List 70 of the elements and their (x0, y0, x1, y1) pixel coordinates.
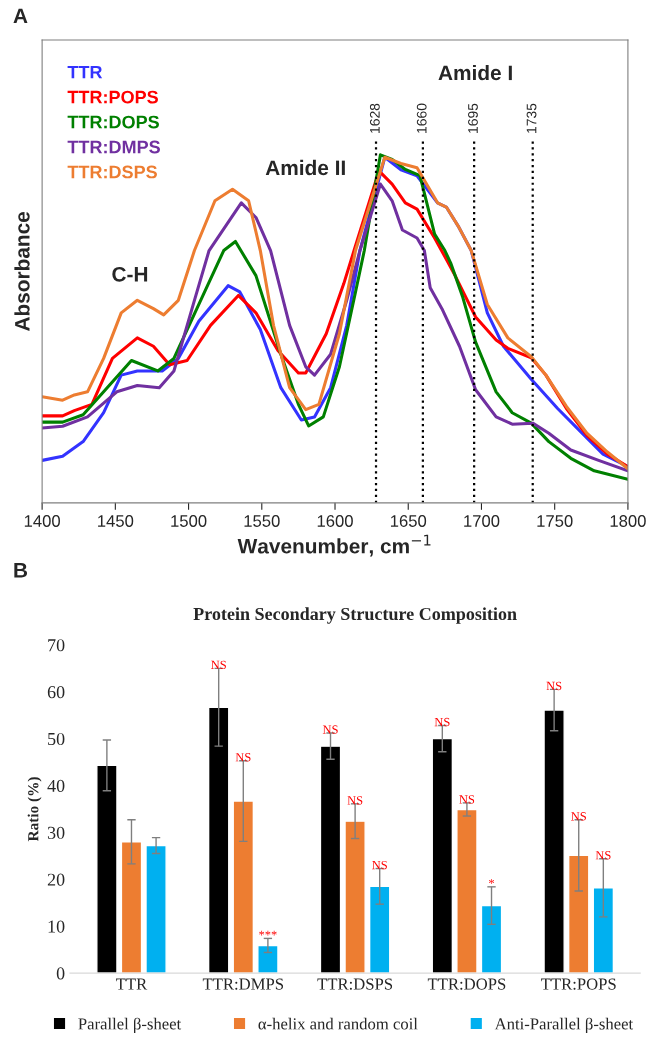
y-tick-label: 10 (48, 920, 65, 933)
data-label: NS (571, 812, 586, 821)
x-tick-label: TTR (116, 978, 148, 990)
y-tick-label: 30 (47, 826, 65, 839)
bar (456, 808, 478, 974)
legend-label: α-helix and random coil (258, 1017, 418, 1030)
y-tick-label: 70 (48, 639, 65, 652)
text: TTR:DOPS (67, 115, 159, 129)
y-tick-label: 40 (47, 779, 65, 792)
bar (592, 887, 615, 974)
x-tick-label: 1800 (610, 515, 646, 527)
bar (145, 844, 167, 974)
text: TTR:POPS (67, 90, 158, 104)
data-label: NS (372, 860, 387, 870)
bar (567, 854, 590, 974)
legend-label: Anti-Parallel β-sheet (494, 1017, 634, 1033)
x-tick-label: 1650 (390, 515, 427, 527)
ref-line-label: 1695 (468, 103, 478, 133)
bar (431, 737, 454, 974)
data-label: *** (259, 930, 277, 936)
y-tick-label: 0 (56, 967, 65, 980)
bar (344, 820, 366, 974)
chart-title: Protein Secondary Structure Composition (193, 607, 517, 624)
text: A (13, 8, 28, 24)
x-tick-label: TTR:DMPS (202, 978, 284, 990)
x-tick-label: 1500 (171, 515, 207, 527)
x-tick-label: TTR:DOPS (427, 978, 506, 990)
data-label: NS (459, 795, 475, 804)
text: TTR:DMPS (67, 140, 160, 154)
bar (257, 944, 279, 974)
ref-line-label: 1660 (416, 103, 427, 133)
data-label: NS (434, 717, 450, 727)
legend-label: Parallel β-sheet (78, 1017, 182, 1033)
annotation: Amide II (265, 159, 345, 176)
text: B (14, 563, 28, 578)
bar (368, 885, 391, 974)
text: Amide I (438, 64, 512, 81)
bar (207, 706, 230, 974)
y-tick-label: 50 (48, 732, 65, 746)
bar (232, 800, 255, 974)
bar (543, 709, 565, 974)
data-label: NS (595, 851, 611, 860)
x-tick-label: 1450 (98, 515, 134, 527)
data-label: NS (322, 725, 338, 734)
y-tick-label: 60 (47, 686, 65, 699)
bar (319, 745, 342, 974)
x-tick-label: 1700 (464, 515, 500, 527)
ref-line-label: 1628 (369, 103, 380, 133)
x-tick-label: TTR:POPS (541, 978, 616, 990)
x-tick-label: 1600 (317, 515, 353, 527)
text: TTR (67, 65, 103, 79)
data-label: NS (347, 796, 363, 805)
data-label: NS (235, 753, 251, 762)
bar (480, 904, 503, 974)
bar (120, 841, 143, 974)
data-label: * (489, 879, 495, 884)
text: TTR:DSPS (67, 165, 157, 179)
x-tick-label: TTR:DSPS (317, 978, 393, 990)
y-axis-title: Absorbance (14, 211, 30, 332)
annotation: C-H (112, 266, 148, 282)
y-axis-title: Ratio (%) (27, 777, 42, 842)
x-axis-title: Wavenumber, cm$^{−1}$ (237, 534, 431, 557)
y-tick-label: 20 (47, 873, 65, 886)
ref-line-label: 1735 (526, 103, 537, 133)
data-label: NS (211, 660, 226, 670)
bar (96, 764, 118, 974)
x-tick-label: 1400 (24, 515, 61, 527)
data-label: NS (546, 681, 562, 691)
x-tick-label: 1550 (244, 515, 280, 527)
x-tick-label: 1750 (537, 515, 573, 527)
